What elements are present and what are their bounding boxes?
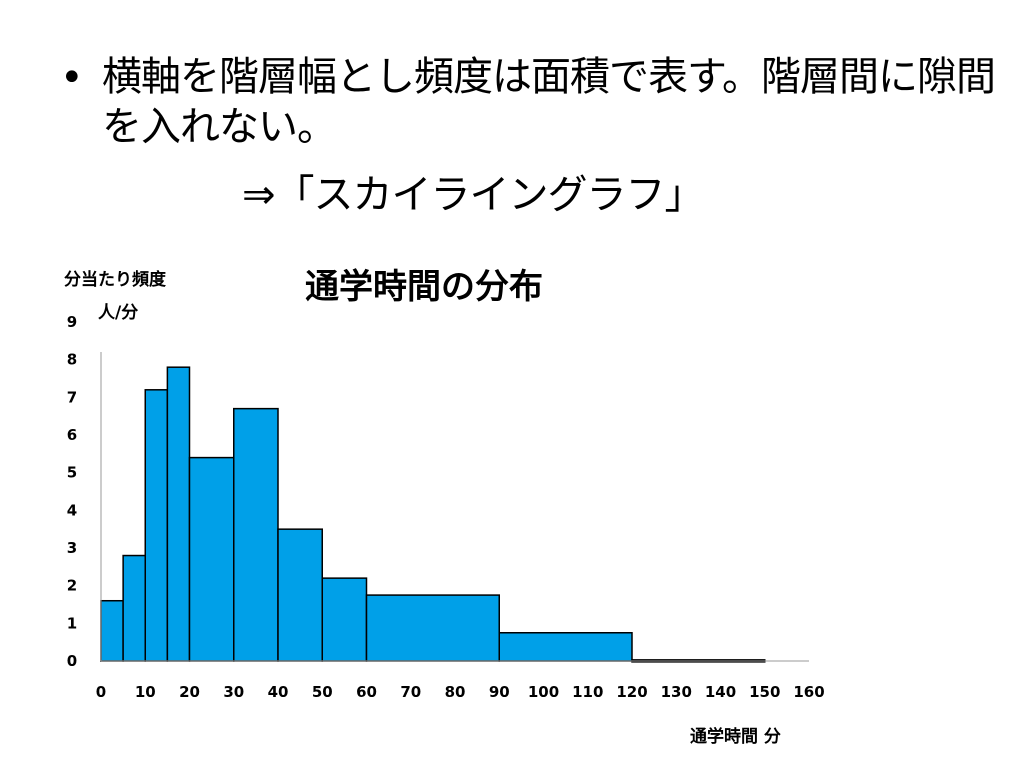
x-tick-label: 130 — [661, 683, 692, 701]
histogram-bar-0 — [100, 599, 124, 662]
y-axis-unit: 人/分 — [98, 303, 139, 323]
y-tick-label: 6 — [67, 426, 77, 444]
y-tick-label: 2 — [67, 577, 77, 595]
axes-group — [100, 352, 809, 662]
bullet-text: 横軸を階層幅とし頻度は面積で表す。階層間に隙間を入れない。 — [102, 54, 996, 150]
x-ticks-group: 0 10 20 30 40 50 60 70 80 90 100 110 120 130 140 150 160 — [96, 683, 825, 701]
x-tick-label: 40 — [268, 683, 289, 701]
histogram-bar-8 — [365, 594, 500, 662]
x-tick-label: 90 — [489, 683, 510, 701]
arrow-text: ⇒「スカイライングラフ」 — [242, 172, 705, 218]
x-tick-label: 80 — [445, 683, 466, 701]
histogram-bar-9 — [498, 632, 633, 662]
x-tick-label: 150 — [749, 683, 780, 701]
x-tick-label: 100 — [528, 683, 559, 701]
y-tick-label: 1 — [67, 614, 77, 632]
histogram-bar-6 — [277, 528, 323, 662]
y-tick-label: 0 — [67, 652, 77, 670]
x-tick-label: 50 — [312, 683, 333, 701]
x-tick-label: 20 — [179, 683, 200, 701]
y-tick-label: 4 — [67, 501, 77, 519]
y-tick-label: 5 — [67, 464, 77, 482]
histogram-bar-1 — [122, 554, 146, 662]
y-ticks-group: 0 1 2 3 4 5 6 7 8 9 — [67, 313, 77, 670]
histogram-bar-3 — [166, 366, 191, 662]
histogram-bar-5 — [233, 407, 279, 662]
x-axis-label: 通学時間 分 — [690, 727, 781, 747]
chart-title: 通学時間の分布 — [305, 267, 543, 307]
histogram-bar-2 — [144, 389, 169, 662]
y-axis-label: 分当たり頻度 — [64, 270, 166, 290]
bars-group — [100, 366, 766, 663]
histogram-bar-7 — [321, 577, 368, 662]
x-tick-label: 70 — [400, 683, 421, 701]
y-tick-label: 7 — [67, 388, 77, 406]
x-tick-label: 10 — [135, 683, 156, 701]
x-tick-label: 110 — [572, 683, 603, 701]
x-tick-label: 160 — [793, 683, 824, 701]
y-tick-label: 9 — [67, 313, 77, 331]
y-tick-label: 8 — [67, 351, 77, 369]
x-tick-label: 140 — [705, 683, 736, 701]
x-tick-label: 120 — [616, 683, 647, 701]
y-tick-label: 3 — [67, 539, 77, 557]
x-tick-label: 30 — [223, 683, 244, 701]
x-tick-label: 60 — [356, 683, 377, 701]
histogram-bar-4 — [188, 456, 235, 662]
x-tick-label: 0 — [96, 683, 106, 701]
bullet-dot: • — [60, 55, 84, 101]
